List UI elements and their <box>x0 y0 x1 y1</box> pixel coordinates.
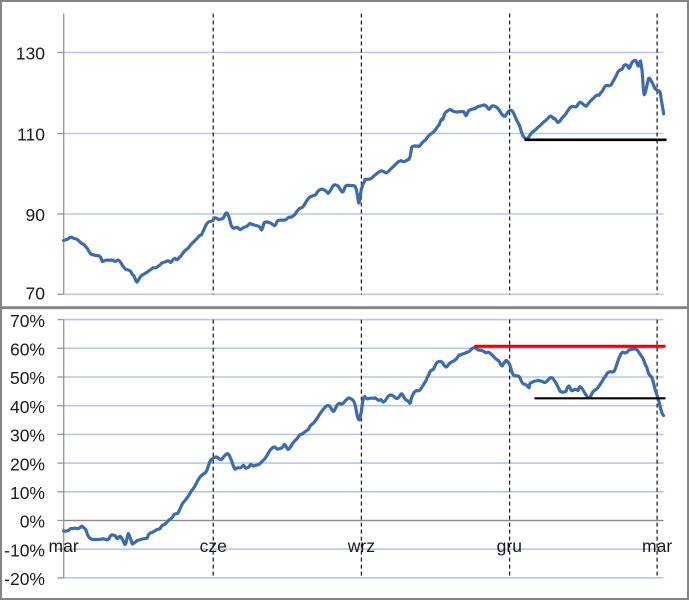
svg-text:wrz: wrz <box>347 536 375 556</box>
svg-text:40%: 40% <box>10 397 45 417</box>
svg-text:gru: gru <box>497 536 522 556</box>
svg-text:mar: mar <box>49 536 79 556</box>
svg-text:70: 70 <box>26 284 46 304</box>
svg-text:130: 130 <box>16 44 45 64</box>
svg-text:70%: 70% <box>10 311 45 331</box>
svg-text:90: 90 <box>26 205 46 225</box>
svg-text:20%: 20% <box>10 454 45 474</box>
svg-text:110: 110 <box>17 125 45 145</box>
svg-text:60%: 60% <box>10 340 45 360</box>
svg-text:10%: 10% <box>10 483 45 503</box>
svg-text:mar: mar <box>642 536 672 556</box>
svg-text:0%: 0% <box>20 512 45 532</box>
svg-text:-10%: -10% <box>4 540 45 560</box>
svg-text:30%: 30% <box>10 426 45 446</box>
svg-text:50%: 50% <box>10 368 45 388</box>
svg-text:cze: cze <box>200 536 227 556</box>
svg-text:-20%: -20% <box>4 569 45 589</box>
